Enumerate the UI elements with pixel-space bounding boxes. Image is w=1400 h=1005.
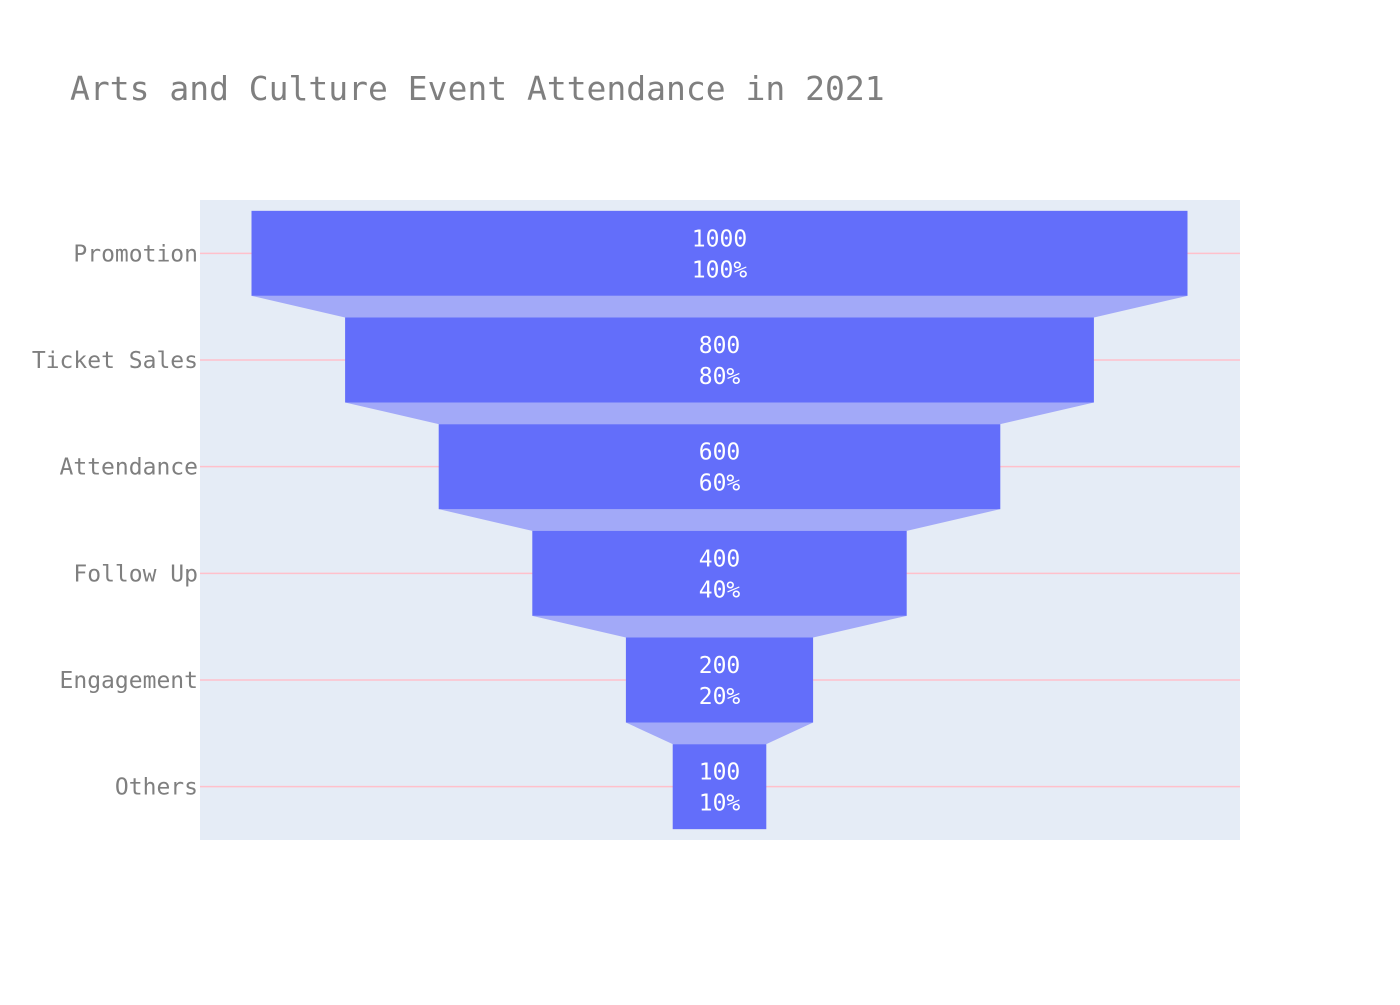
funnel-connector — [345, 402, 1094, 425]
bar-value-label: 1000 — [692, 226, 747, 252]
bar-value-label: 800 — [699, 333, 741, 359]
bar-percent-label: 20% — [699, 684, 741, 710]
category-labels: Promotion Ticket Sales Attendance Follow Up… — [32, 241, 198, 800]
funnel-bar — [345, 317, 1094, 403]
bar-percent-label: 60% — [699, 471, 741, 497]
bar-percent-label: 100% — [692, 257, 748, 283]
funnel-bar — [438, 424, 1001, 510]
bar-percent-label: 10% — [699, 791, 741, 817]
funnel-connectors — [251, 295, 1188, 745]
category-label: Others — [115, 775, 198, 801]
category-label: Promotion — [73, 241, 198, 267]
bar-percent-label: 40% — [699, 577, 741, 603]
funnel-bar — [625, 637, 814, 723]
bar-value-label: 400 — [699, 546, 741, 572]
bar-value-label: 600 — [699, 440, 741, 466]
category-label: Engagement — [60, 668, 198, 694]
funnel-connector — [625, 722, 814, 745]
funnel-bar — [532, 530, 907, 616]
category-label: Attendance — [60, 455, 198, 481]
bar-value-label: 200 — [699, 653, 741, 679]
category-label: Ticket Sales — [32, 348, 198, 374]
chart-title: Arts and Culture Event Attendance in 202… — [70, 69, 885, 108]
funnel-connector — [438, 509, 1001, 531]
category-label: Follow Up — [73, 561, 198, 587]
funnel-bars — [251, 210, 1188, 830]
funnel-bar — [672, 744, 767, 830]
funnel-connector — [532, 615, 907, 638]
bar-labels: 1000 100% 800 80% 600 60% 400 40% 200 20% 100 10% — [692, 226, 748, 816]
bar-value-label: 100 — [699, 760, 741, 786]
funnel-connector — [251, 295, 1188, 318]
bar-percent-label: 80% — [699, 364, 741, 390]
funnel-bar — [251, 210, 1188, 296]
